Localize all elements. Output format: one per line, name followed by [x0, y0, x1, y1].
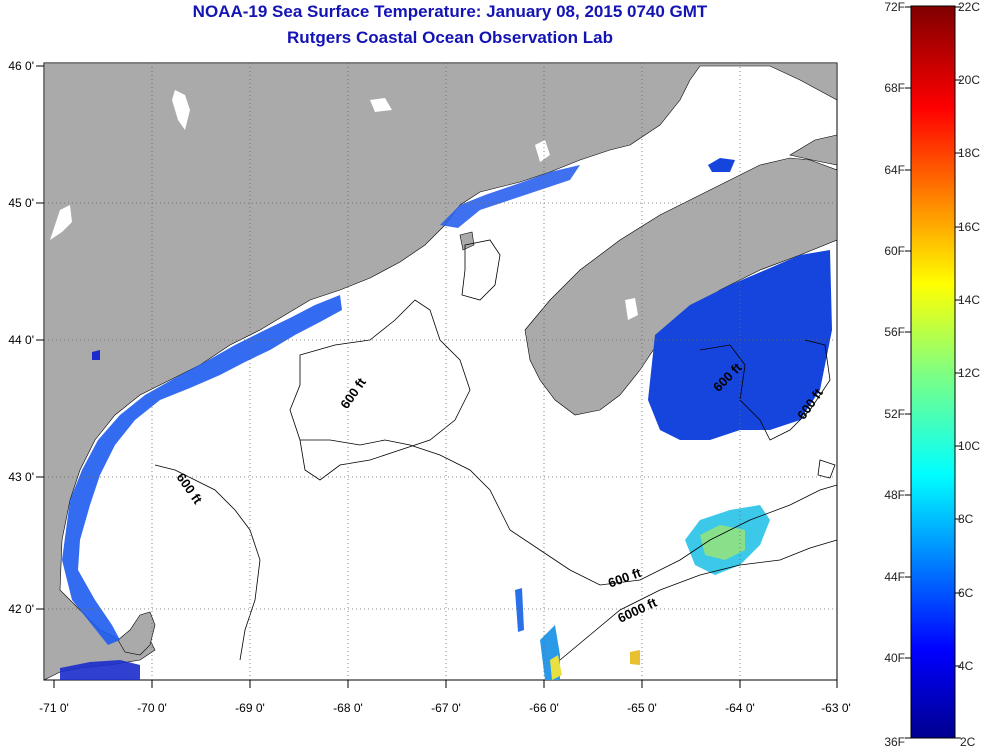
y-tick-label: 46 0' [8, 59, 34, 73]
x-tick-label: -71 0' [39, 701, 69, 715]
x-tick-label: -67 0' [431, 701, 461, 715]
colorbar-label-f: 64F [884, 163, 905, 177]
x-tick-label: -68 0' [333, 701, 363, 715]
colorbar-label-c: 16C [958, 220, 980, 234]
grid-lines [44, 63, 837, 680]
colorbar-label-c: 8C [958, 512, 974, 526]
x-tick-label: -64 0' [725, 701, 755, 715]
colorbar-label-f: 68F [884, 81, 905, 95]
colorbar [910, 5, 956, 739]
colorbar-label-f: 60F [884, 244, 905, 258]
colorbar-label-c: 6C [958, 586, 974, 600]
colorbar-label-c: 2C [960, 735, 976, 749]
x-tick-label: -69 0' [235, 701, 265, 715]
colorbar-label-c: 4C [958, 659, 974, 673]
y-tick-label: 45 0' [8, 196, 34, 210]
colorbar-label-f: 36F [884, 735, 905, 749]
y-tick-label: 42 0' [8, 602, 34, 616]
land-masses [43, 62, 838, 681]
colorbar-label-f: 72F [884, 0, 905, 14]
colorbar-label-c: 18C [958, 146, 980, 160]
colorbar-label-c: 12C [958, 366, 980, 380]
colorbar-label-c: 10C [958, 439, 980, 453]
colorbar-label-f: 40F [884, 651, 905, 665]
sst-coastal-band [60, 165, 580, 680]
tick-marks [36, 65, 838, 688]
map-subtitle: Rutgers Coastal Ocean Observation Lab [287, 28, 613, 47]
x-tick-label: -65 0' [627, 701, 657, 715]
colorbar-label-f: 44F [884, 570, 905, 584]
lakes [50, 90, 638, 320]
x-tick-label: -70 0' [137, 701, 167, 715]
x-tick-label: -63 0' [821, 701, 851, 715]
colorbar-label-f: 56F [884, 325, 905, 339]
y-tick-label: 43 0' [8, 470, 34, 484]
colorbar-label-c: 22C [958, 0, 980, 14]
depth-contours [154, 239, 838, 661]
colorbar-label-c: 20C [958, 73, 980, 87]
sst-scotian-shelf [648, 158, 832, 440]
y-tick-label: 44 0' [8, 333, 34, 347]
colorbar-label-f: 48F [884, 488, 905, 502]
colorbar-ticks [905, 6, 961, 739]
map-title: NOAA-19 Sea Surface Temperature: January… [192, 2, 708, 21]
sst-offshore-patches [92, 350, 770, 680]
x-tick-label: -66 0' [529, 701, 559, 715]
colorbar-label-f: 52F [884, 407, 905, 421]
colorbar-label-c: 14C [958, 293, 980, 307]
